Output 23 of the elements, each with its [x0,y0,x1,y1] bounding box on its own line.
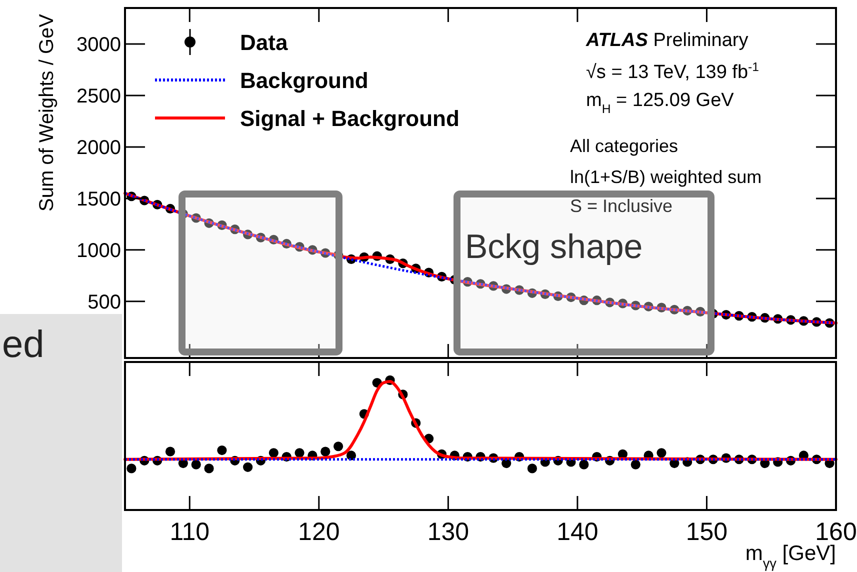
x-tick-label: 150 [686,518,728,546]
y-tick-label: 2500 [76,86,121,108]
legend-label: Data [240,30,288,55]
y-tick-label: 3000 [76,34,121,56]
annotation: m$_{H}$ = 125.09 GeV [586,90,734,116]
y-axis-title: Sum of Weights / GeV [36,13,58,212]
x-tick-label: 140 [556,518,598,546]
x-tick-label: 110 [170,518,210,546]
x-tick-label: 130 [427,518,470,546]
legend-label: Background [240,68,368,93]
annotation: Bckg shape [465,228,643,266]
legend-label: Signal + Background [240,106,460,131]
y-tick-label: 2000 [76,136,121,159]
annotation: S = Inclusive [570,196,673,216]
x-tick-label: 120 [298,518,340,546]
annotation: √s = 13 TeV, 139 fb$^{-1}$ [586,60,760,83]
text: ed [2,324,44,366]
annotation: All categories [570,136,678,156]
annotation: ATLAS Preliminary [585,30,749,51]
y-tick-label: 1500 [76,188,121,210]
y-tick-label: 500 [88,291,121,314]
y-tick-label: 1000 [76,240,121,262]
annotation: ln(1+S/B) weighted sum [570,167,762,187]
